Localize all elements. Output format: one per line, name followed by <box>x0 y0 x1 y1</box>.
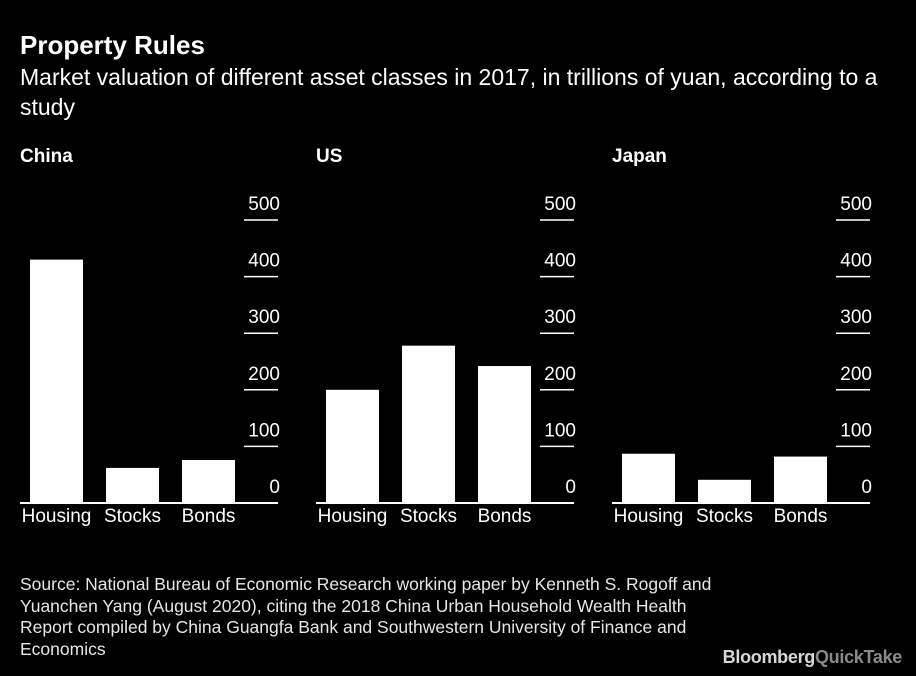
x-label-china-housing: Housing <box>22 506 92 527</box>
y-tick-label-us-100: 100 <box>544 420 576 441</box>
y-tick-label-china-300: 300 <box>248 307 280 328</box>
y-tick-label-us-200: 200 <box>544 364 576 385</box>
y-tick-label-japan-0: 0 <box>861 477 872 498</box>
panel-japan: Japan 0 100 200 300 400 500 Housing Stocks Bonds <box>612 146 872 527</box>
logo-accent: QuickTake <box>814 647 902 667</box>
y-tick-label-us-300: 300 <box>544 307 576 328</box>
y-tick-label-japan-300: 300 <box>840 307 872 328</box>
y-tick-label-japan-100: 100 <box>840 420 872 441</box>
y-tick-label-japan-200: 200 <box>840 364 872 385</box>
bar-china-stocks <box>106 467 159 503</box>
y-tick-label-us-400: 400 <box>544 251 576 272</box>
panel-title-japan: Japan <box>612 146 667 167</box>
panel-china: China 0 100 200 300 400 500 Housing Stocks Bonds <box>20 146 280 527</box>
y-tick-label-china-0: 0 <box>269 477 280 498</box>
chart-title: Property Rules <box>20 30 205 60</box>
bloomberg-quicktake-logo: BloombergQuickTake <box>722 647 903 668</box>
chart-subtitle: Market valuation of different asset clas… <box>20 64 878 120</box>
bar-us-housing <box>326 389 379 503</box>
logo-brand: Bloomberg <box>722 647 816 667</box>
x-label-china-bonds: Bonds <box>182 506 236 527</box>
y-tick-label-china-100: 100 <box>248 420 280 441</box>
x-label-japan-bonds: Bonds <box>774 506 828 527</box>
x-label-japan-stocks: Stocks <box>696 506 753 527</box>
bar-japan-stocks <box>698 479 751 503</box>
y-tick-label-us-0: 0 <box>565 477 576 498</box>
source-note: Source: National Bureau of Economic Rese… <box>20 574 712 659</box>
x-label-us-stocks: Stocks <box>400 506 457 527</box>
x-label-japan-housing: Housing <box>614 506 684 527</box>
y-tick-label-china-400: 400 <box>248 251 280 272</box>
y-tick-label-japan-400: 400 <box>840 251 872 272</box>
y-tick-label-japan-500: 500 <box>840 194 872 215</box>
panel-title-china: China <box>20 146 73 167</box>
y-tick-label-china-500: 500 <box>248 194 280 215</box>
x-label-china-stocks: Stocks <box>104 506 161 527</box>
bar-japan-bonds <box>774 456 827 503</box>
panel-us: US 0 100 200 300 400 500 Housing Stocks Bonds <box>316 146 576 527</box>
bar-japan-housing <box>622 453 675 503</box>
y-tick-label-us-500: 500 <box>544 194 576 215</box>
x-label-us-housing: Housing <box>318 506 388 527</box>
x-label-us-bonds: Bonds <box>478 506 532 527</box>
bar-china-housing <box>30 259 83 503</box>
bar-china-bonds <box>182 459 235 503</box>
bar-us-bonds <box>478 366 531 503</box>
bar-us-stocks <box>402 345 455 503</box>
y-tick-label-china-200: 200 <box>248 364 280 385</box>
panel-title-us: US <box>316 146 342 167</box>
